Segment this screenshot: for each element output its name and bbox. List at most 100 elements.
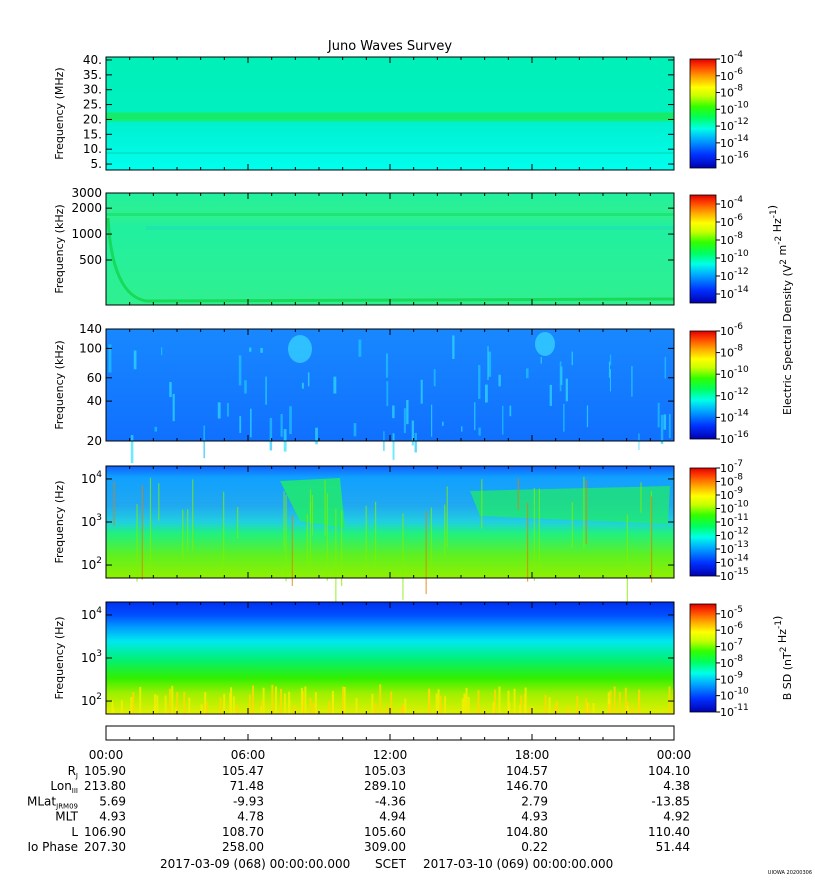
low-freq-burst [200,704,203,714]
emission-burst [406,399,409,425]
emission-burst [474,402,476,431]
footer-scet: SCET [375,857,407,871]
ephemeris-value: 4.93 [521,810,548,824]
spectrogram-image [106,602,674,714]
y-axis-label: Frequency (kHz) [53,340,66,429]
colorbar-tick-label: 10-9 [720,486,743,502]
low-freq-burst [164,695,167,714]
low-freq-burst [168,688,171,714]
low-freq-burst [229,692,232,714]
emission-burst [203,425,206,459]
colorbar-tick-label: 10-14 [720,134,749,150]
emission-patch [470,486,670,524]
low-freq-burst [343,686,346,714]
emission-burst [609,354,612,366]
footer-end: 2017-03-10 (069) 00:00:00.000 [423,857,613,871]
low-freq-burst [288,691,291,714]
impulse-line [149,477,152,571]
impulse-line [192,479,194,551]
low-freq-burst [331,694,334,714]
y-tick-label: 25. [83,98,102,112]
colorbar-tick-label: 10-12 [720,267,749,283]
ephemeris-value: 104.10 [648,764,690,778]
low-freq-burst [175,707,178,714]
y-tick-label: 100 [79,341,102,355]
impulse-line [481,479,483,529]
emission-burst [133,350,137,370]
impulse-line [283,491,285,551]
colorbar-tick-label: 10-10 [720,365,749,381]
time-axis: 00:00 06:00 12:00 18:00 00:00 [89,725,692,762]
emission-burst [217,402,221,419]
y-axis-label: Frequency (kHz) [53,204,66,293]
emission-burst [478,365,481,399]
emission-burst [358,339,362,357]
spectrogram-image [106,466,674,578]
emission-burst [657,402,660,428]
low-freq-burst [587,705,590,714]
y-tick-label: 500 [79,253,102,267]
ephemeris-value: 104.80 [506,825,548,839]
low-freq-burst [519,704,522,714]
emission-burst [571,351,573,366]
low-freq-burst [435,693,438,714]
low-freq-burst [404,698,407,714]
emission-burst [549,384,552,406]
ephemeris-value: 105.47 [222,764,264,778]
low-freq-burst [304,686,307,714]
ephemeris-label: RJ [68,764,78,780]
low-freq-burst [461,698,464,714]
y-tick-label: 10. [83,142,102,156]
colorbar-tick-label: 10-10 [720,687,749,703]
emission-burst [386,381,389,407]
colorbar-tick-label: 10-4 [720,50,743,66]
ephemeris-table: RJ 105.90 105.47 105.03 104.57 104.10 LonIII 21… [27,764,690,854]
colorbar-scale [689,194,717,304]
y-tick-label: 40. [83,53,102,67]
colorbar-scale [689,467,717,577]
y-tick-label: 3000 [71,186,102,200]
impulse-line [335,508,337,607]
low-freq-burst [494,689,497,714]
x-tick-label: 00:00 [657,748,692,762]
emission-burst [108,344,112,373]
emission-burst [560,366,563,385]
emission-burst [269,417,273,451]
low-freq-burst [637,695,640,714]
low-freq-burst [188,697,191,714]
emission-burst [461,426,463,432]
low-freq-burst [205,701,208,714]
ephemeris-value: 207.30 [84,840,126,854]
y-tick-label: 103 [81,649,102,665]
low-freq-burst [631,706,634,714]
low-freq-burst [400,707,403,714]
colorbar-scale [689,603,717,713]
emission-patch [535,332,555,356]
colorbar-tick-label: 10-16 [720,430,749,446]
spectrogram-image [106,193,674,305]
low-freq-burst [314,692,317,714]
y-tick-label: 60 [87,371,102,385]
emission-burst [631,365,633,397]
low-freq-burst [248,694,251,714]
emission-burst [525,368,529,379]
colorbar-tick-label: 10-12 [720,527,749,543]
low-freq-burst [271,684,274,714]
colorbar-tick-label: 10-11 [720,513,749,529]
emission-burst [392,433,395,460]
emission-burst [498,374,501,387]
low-freq-burst [428,690,431,714]
low-freq-burst [132,691,135,714]
y-tick-label: 5. [91,157,102,171]
spectrogram-image [106,329,674,441]
low-freq-burst [444,696,447,714]
impulse-line [309,501,311,567]
low-freq-burst [283,693,286,714]
y-tick-label: 20. [83,112,102,126]
colorbar-tick-label: 10-6 [720,322,743,338]
low-freq-burst [527,707,530,714]
colorbar-tick-label: 10-8 [720,231,743,247]
impulse-line [113,481,115,526]
impulse-line [444,504,446,555]
